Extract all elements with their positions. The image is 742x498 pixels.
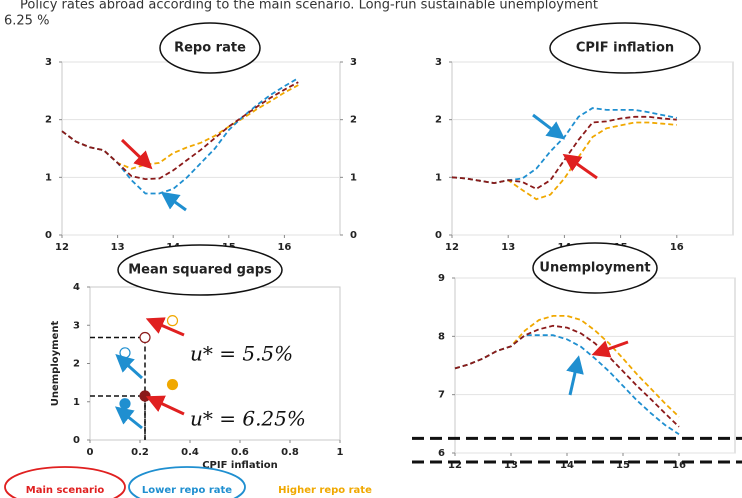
- arrow: [566, 355, 584, 396]
- y2-tick-label: 2: [350, 115, 357, 126]
- x-tick-label: 16: [672, 460, 686, 471]
- x-tick-label: 0.8: [281, 447, 299, 458]
- x-tick-label: 16: [277, 242, 291, 253]
- x-tick-label: 12: [445, 242, 459, 253]
- y-tick-label: 1: [73, 397, 80, 408]
- y-tick-label: 6: [438, 448, 445, 459]
- y-tick-label: 3: [45, 57, 52, 68]
- arrow: [114, 406, 143, 430]
- scatter-point: [139, 331, 151, 344]
- x-tick-label: 13: [111, 242, 125, 253]
- x-tick-label: 0.4: [181, 447, 199, 458]
- x-tick-label: 12: [55, 242, 69, 253]
- legend-label: Main scenario: [26, 485, 105, 496]
- legend-label: Lower repo rate: [142, 485, 232, 496]
- x-axis-label: CPIF inflation: [202, 460, 278, 471]
- title-ellipse: [159, 22, 261, 74]
- legend-ellipse: [128, 466, 246, 498]
- y-tick-label: 7: [438, 390, 445, 401]
- y-tick-label: 3: [435, 57, 442, 68]
- scatter-point: [166, 315, 179, 327]
- y-tick-label: 2: [435, 115, 442, 126]
- y-tick-label: 0: [73, 435, 80, 446]
- plot-area: [454, 277, 736, 454]
- x-tick-label: 13: [501, 242, 515, 253]
- y-tick-label: 2: [73, 359, 80, 370]
- x-tick-label: 15: [616, 460, 630, 471]
- series-line: [451, 121, 677, 201]
- legend-ellipse: [4, 466, 126, 498]
- arrow: [145, 317, 185, 337]
- header-line: 6.25 %: [4, 14, 49, 29]
- x-tick-label: 0: [87, 447, 94, 458]
- chart-title: Unemployment: [539, 261, 650, 276]
- scatter-point: [119, 347, 131, 359]
- x-tick-label: 0.2: [131, 447, 149, 458]
- y2-tick-label: 3: [350, 57, 357, 68]
- y-tick-label: 0: [435, 230, 442, 241]
- guide-line: [90, 395, 146, 440]
- arrow: [532, 113, 566, 140]
- y-tick-label: 1: [435, 172, 442, 183]
- arrow: [115, 353, 144, 380]
- y-tick-label: 9: [438, 273, 445, 284]
- x-tick-label: 14: [560, 460, 574, 471]
- y-tick-label: 8: [438, 331, 445, 342]
- scatter-point: [119, 398, 131, 410]
- plot-area: [61, 61, 341, 236]
- arrow: [591, 340, 629, 358]
- x-tick-label: 13: [504, 460, 518, 471]
- y2-tick-label: 0: [350, 230, 357, 241]
- plot-area: [451, 61, 734, 236]
- annotation: u* = 5.5%: [190, 342, 293, 366]
- arrow: [120, 138, 153, 170]
- legend-label: Higher repo rate: [278, 485, 372, 496]
- x-tick-label: 16: [670, 242, 684, 253]
- arrow: [160, 191, 187, 212]
- title-ellipse: [549, 22, 701, 74]
- y-tick-label: 1: [45, 172, 52, 183]
- title-ellipse: [532, 242, 658, 294]
- title-ellipse: [117, 244, 283, 296]
- arrow: [145, 395, 185, 416]
- y-axis-label: Unemployment: [50, 321, 61, 407]
- y-tick-label: 3: [73, 320, 80, 331]
- x-tick-label: 12: [448, 460, 462, 471]
- chart-title: CPIF inflation: [576, 41, 674, 56]
- arrow: [562, 153, 598, 180]
- x-tick-label: 1: [337, 447, 344, 458]
- series-line: [61, 81, 299, 181]
- series-line: [454, 324, 680, 428]
- plots: 012301231213141516Repo rate0123121314151…: [4, 22, 742, 498]
- x-tick-label: 0.6: [231, 447, 249, 458]
- annotation: u* = 6.25%: [190, 407, 306, 431]
- scatter-point: [166, 378, 179, 391]
- scatter-point: [139, 390, 151, 402]
- arrows: [114, 113, 629, 430]
- y-tick-label: 0: [45, 230, 52, 241]
- chart-title: Mean squared gaps: [128, 263, 272, 278]
- y-tick-label: 4: [73, 282, 80, 293]
- y-tick-label: 2: [45, 115, 52, 126]
- chart-title: Repo rate: [174, 41, 246, 56]
- y2-tick-label: 1: [350, 172, 357, 183]
- header-line: Policy rates abroad according to the mai…: [20, 0, 598, 13]
